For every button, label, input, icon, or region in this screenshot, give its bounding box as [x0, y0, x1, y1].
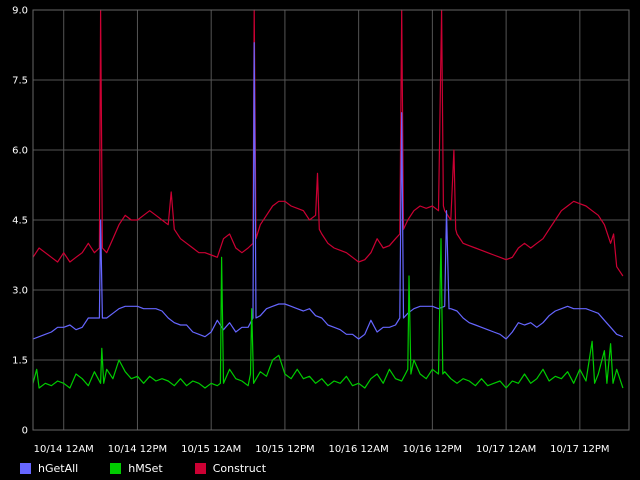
legend: hGetAll hMSet Construct: [20, 460, 298, 476]
plot-frame: [32, 9, 630, 431]
series-layer: [32, 9, 624, 389]
legend-swatch-hgetall: [20, 462, 31, 474]
legend-label-hgetall: hGetAll: [38, 461, 79, 475]
y-axis: 0 1.5 3.0 4.5 6.0 7.5 9.0: [12, 6, 28, 437]
legend-swatch-hmset: [110, 462, 122, 474]
legend-label-hmset: hMSet: [128, 461, 163, 475]
x-tick-label: 10/16 12PM: [403, 444, 462, 455]
y-tick-label: 6.0: [12, 146, 28, 157]
y-tick-label: 9.0: [12, 6, 28, 17]
legend-item-hgetall[interactable]: hGetAll: [20, 462, 78, 475]
y-tick-label: 0: [22, 426, 28, 437]
series-line-hmset: [32, 238, 624, 389]
x-axis: 10/14 12AM 10/14 12PM 10/15 12AM 10/15 12PM…: [34, 444, 610, 455]
legend-swatch-construct: [194, 462, 206, 474]
legend-item-construct[interactable]: Construct: [194, 461, 267, 475]
y-tick-label: 7.5: [12, 76, 28, 87]
y-tick-label: 3.0: [12, 286, 28, 297]
y-tick-label: 1.5: [12, 356, 28, 367]
x-tick-label: 10/17 12PM: [550, 444, 609, 455]
legend-item-hmset[interactable]: hMSet: [110, 462, 163, 475]
grid: [33, 9, 629, 431]
series-line-hgetall: [32, 42, 624, 340]
y-tick-label: 4.5: [12, 216, 28, 227]
x-tick-label: 10/16 12AM: [329, 444, 389, 455]
x-tick-label: 10/15 12PM: [255, 444, 314, 455]
x-tick-label: 10/14 12AM: [34, 444, 94, 455]
series-line-construct: [32, 9, 624, 277]
legend-label-construct: Construct: [212, 461, 267, 475]
x-tick-label: 10/17 12AM: [476, 444, 536, 455]
x-tick-label: 10/15 12AM: [181, 444, 241, 455]
x-tick-label: 10/14 12PM: [108, 444, 167, 455]
